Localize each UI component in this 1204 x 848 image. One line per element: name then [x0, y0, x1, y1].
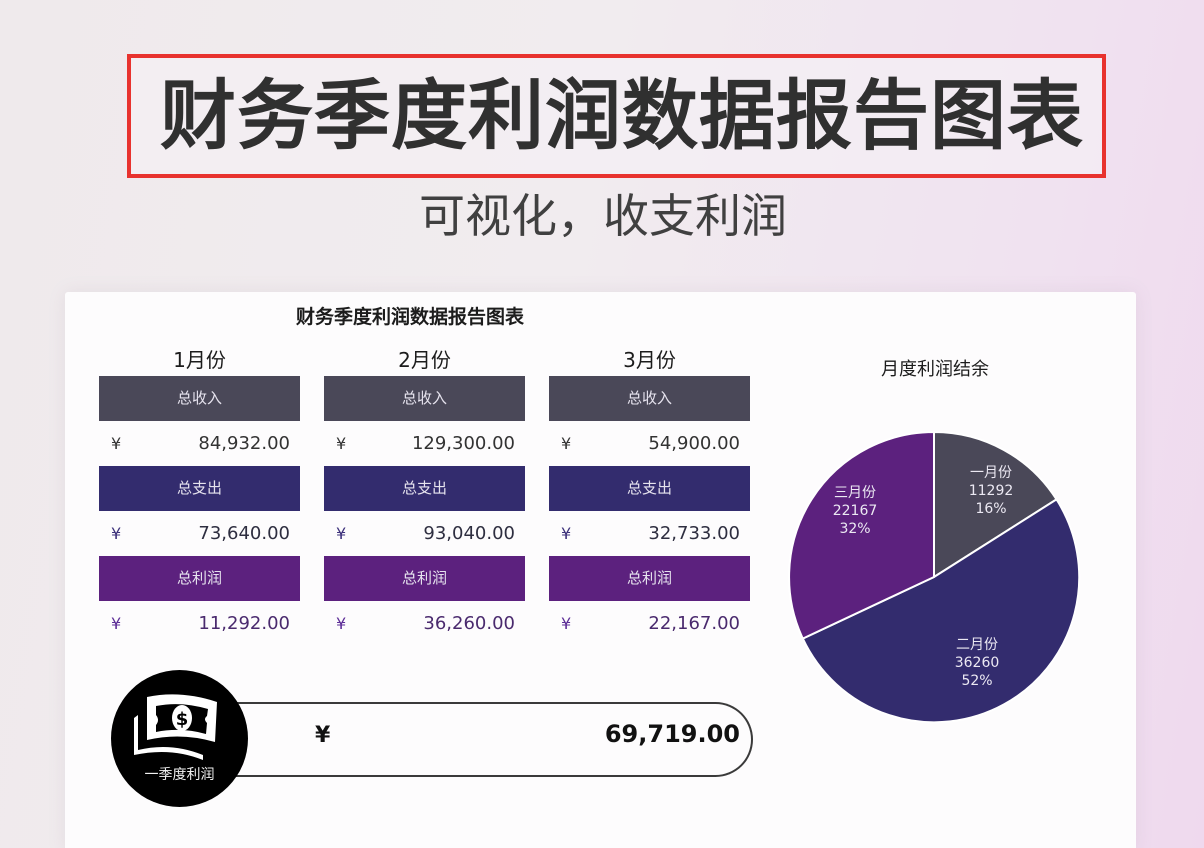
money-banknote-icon: $ — [134, 694, 217, 760]
pie-label-january: 一月份 11292 16% — [951, 464, 1031, 518]
slice-value: 36260 — [954, 655, 1000, 671]
slice-value: 11292 — [968, 483, 1014, 499]
quarter-profit-badge: $ 一季度利润 — [111, 670, 248, 807]
income-header: 总收入 — [99, 376, 300, 421]
pie-slice-february[interactable] — [801, 498, 1081, 724]
currency-symbol: ¥ — [111, 434, 122, 453]
currency-symbol: ¥ — [561, 434, 572, 453]
pie-label-march: 三月份 22167 32% — [815, 484, 895, 538]
currency-symbol: ¥ — [336, 614, 347, 633]
profit-header: 总利润 — [324, 556, 525, 601]
currency-symbol: ¥ — [111, 524, 122, 543]
pie-chart-title: 月度利润结余 — [881, 359, 989, 380]
slice-percent: 52% — [961, 673, 993, 689]
svg-text:$: $ — [176, 709, 189, 730]
title-frame — [127, 54, 1106, 178]
slice-percent: 16% — [975, 501, 1007, 517]
profit-header: 总利润 — [99, 556, 300, 601]
report-title: 财务季度利润数据报告图表 — [296, 306, 525, 328]
currency-symbol: ¥ — [111, 614, 122, 633]
profit-value: 36,260.00 — [423, 613, 515, 634]
expense-value-row: ¥ 93,040.00 — [324, 514, 525, 554]
quarter-total-pill — [200, 702, 753, 777]
slice-name: 二月份 — [956, 637, 998, 653]
income-value-row: ¥ 54,900.00 — [549, 424, 750, 464]
profit-value-row: ¥ 36,260.00 — [324, 604, 525, 644]
expense-header: 总支出 — [324, 466, 525, 511]
profit-value: 11,292.00 — [198, 613, 290, 634]
currency-symbol: ¥ — [315, 723, 331, 748]
slice-name: 三月份 — [834, 485, 876, 501]
expense-header: 总支出 — [549, 466, 750, 511]
income-value: 84,932.00 — [198, 433, 290, 454]
expense-value-row: ¥ 32,733.00 — [549, 514, 750, 554]
currency-symbol: ¥ — [336, 434, 347, 453]
pie-chart: 一月份 11292 16% 二月份 36260 52% 三月份 22167 32… — [785, 428, 1085, 728]
quarter-total-value: 69,719.00 — [604, 720, 740, 748]
month-label: 1月份 — [173, 348, 226, 372]
currency-symbol: ¥ — [336, 524, 347, 543]
page-subtitle: 可视化，收支利润 — [419, 189, 787, 243]
currency-symbol: ¥ — [561, 524, 572, 543]
expense-header: 总支出 — [99, 466, 300, 511]
income-value-row: ¥ 84,932.00 — [99, 424, 300, 464]
income-value: 129,300.00 — [411, 433, 515, 454]
expense-value: 93,040.00 — [423, 523, 515, 544]
pie-svg — [788, 430, 1081, 724]
pie-slice-march[interactable] — [788, 430, 935, 640]
expense-value: 32,733.00 — [648, 523, 740, 544]
month-label: 2月份 — [398, 348, 451, 372]
slice-name: 一月份 — [970, 465, 1012, 481]
income-header: 总收入 — [549, 376, 750, 421]
income-value: 54,900.00 — [648, 433, 740, 454]
profit-value-row: ¥ 22,167.00 — [549, 604, 750, 644]
currency-symbol: ¥ — [561, 614, 572, 633]
month-label: 3月份 — [623, 348, 676, 372]
income-header: 总收入 — [324, 376, 525, 421]
profit-header: 总利润 — [549, 556, 750, 601]
profit-value: 22,167.00 — [648, 613, 740, 634]
slice-value: 22167 — [832, 503, 878, 519]
income-value-row: ¥ 129,300.00 — [324, 424, 525, 464]
expense-value: 73,640.00 — [198, 523, 290, 544]
page-title: 财务季度利润数据报告图表 — [160, 71, 1084, 160]
expense-value-row: ¥ 73,640.00 — [99, 514, 300, 554]
profit-value-row: ¥ 11,292.00 — [99, 604, 300, 644]
badge-label: 一季度利润 — [144, 767, 215, 783]
slice-percent: 32% — [839, 521, 871, 537]
pie-label-february: 二月份 36260 52% — [937, 636, 1017, 690]
pie-slice-january[interactable] — [933, 430, 1058, 579]
